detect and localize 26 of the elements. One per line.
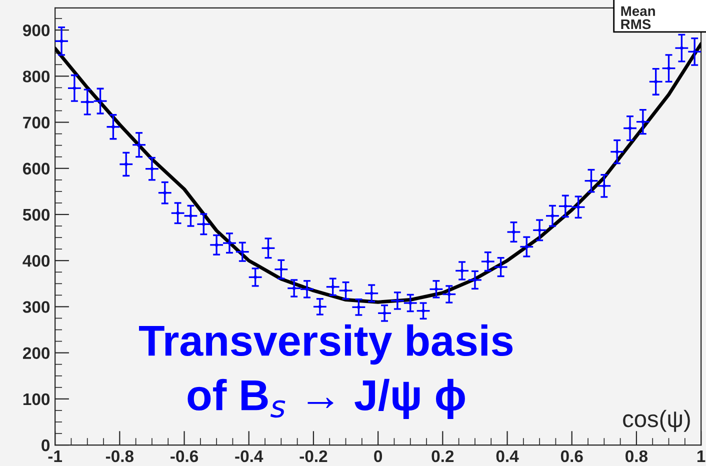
x-tick-label: 1: [697, 450, 706, 462]
x-tick-label: 0.2: [432, 450, 454, 462]
x-tick-label: -0.8: [106, 450, 134, 462]
y-tick-label: 700: [23, 116, 50, 128]
y-tick-label: 500: [22, 208, 50, 221]
x-tick-label: -0.6: [170, 450, 198, 462]
y-tick-label: 100: [23, 393, 50, 406]
x-tick-label: -0.2: [300, 450, 328, 462]
x-axis-title: cos(ψ): [623, 410, 690, 432]
annotation: of B$_{s}$ → J/ψ ϕ: [188, 378, 465, 420]
y-tick-label: 200: [22, 347, 50, 360]
y-tick-label: 900: [22, 24, 50, 36]
x-tick-label: 0.8: [626, 450, 648, 462]
y-tick-label: 600: [23, 162, 50, 175]
y-tick-label: 800: [22, 70, 50, 82]
x-tick-label: 0.4: [496, 450, 519, 462]
x-tick-label: -0.4: [235, 450, 264, 462]
y-tick-label: 400: [22, 254, 50, 267]
y-tick-label: 0: [42, 439, 50, 452]
annotation: Mean: [621, 6, 655, 16]
annotation: Transversity basis: [138, 324, 513, 365]
x-tick-label: 0.6: [560, 450, 583, 462]
y-tick-label: 300: [22, 301, 50, 313]
x-tick-label: -1: [48, 450, 62, 462]
x-tick-label: 0: [374, 450, 382, 462]
annotation: RMS: [621, 19, 651, 30]
